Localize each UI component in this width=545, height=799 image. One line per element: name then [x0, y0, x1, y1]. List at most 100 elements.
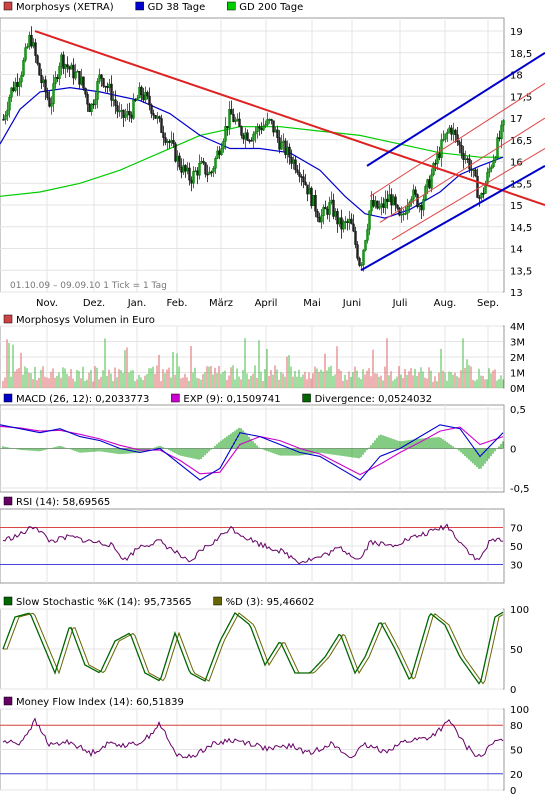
- rsi-ytick-0: 70: [510, 524, 523, 535]
- price-candle-body: [416, 194, 419, 208]
- price-candle-body: [26, 46, 29, 48]
- month-label-1: Dez.: [83, 298, 105, 309]
- macd-line: [0, 424, 504, 481]
- price-candle-body: [186, 167, 189, 172]
- price-candle-body: [386, 198, 389, 203]
- price-candle-body: [54, 77, 57, 84]
- price-candle-body: [412, 189, 415, 200]
- price-candle-body: [482, 193, 485, 195]
- price-candle-body: [356, 244, 359, 259]
- price-legend-swatch-1: [135, 1, 144, 11]
- stoch-d-line: [3, 612, 504, 685]
- mfi-ytick-2: 50: [510, 746, 523, 757]
- price-candle-body: [432, 163, 435, 175]
- macd-legend-label-0: MACD (26, 12): 0,2033773: [16, 394, 149, 405]
- price-candle-body: [174, 143, 177, 162]
- price-candle-body: [194, 170, 197, 172]
- price-candle-body: [262, 125, 265, 131]
- price-frame: [0, 17, 505, 293]
- price-candle-body: [276, 129, 279, 138]
- price-candle-body: [456, 134, 459, 143]
- price-candle-body: [344, 221, 347, 223]
- price-candle-body: [434, 163, 437, 165]
- price-candle-body: [426, 179, 429, 187]
- price-candle-body: [168, 141, 171, 143]
- price-candle-body: [44, 79, 47, 93]
- price-candle-body: [446, 131, 449, 134]
- volume-ytick-0: 4M: [510, 322, 525, 333]
- price-candle-body: [254, 131, 257, 135]
- trendline-1: [366, 51, 545, 167]
- price-candle-body: [308, 187, 311, 195]
- month-label-6: Mai: [303, 298, 321, 309]
- price-ytick-5: 16,5: [510, 136, 532, 147]
- price-candle-body: [212, 168, 215, 173]
- volume-ytick-2: 2M: [510, 353, 525, 364]
- macd-frame: [0, 404, 505, 493]
- price-candle-body: [302, 176, 305, 183]
- mfi-ytick-4: 0: [510, 786, 516, 797]
- price-candle-body: [64, 64, 67, 69]
- stoch-ytick-0: 100: [510, 605, 529, 616]
- price-candle-body: [352, 223, 355, 232]
- price-candle-body: [474, 169, 477, 177]
- rsi-legend-label-0: RSI (14): 58,69565: [16, 497, 110, 508]
- price-ytick-8: 15: [510, 201, 523, 212]
- price-candle-body: [374, 200, 377, 207]
- macd-ytick-1: 0: [510, 445, 516, 456]
- price-candle-body: [48, 97, 51, 107]
- price-candle-body: [138, 86, 141, 99]
- price-candle-body: [120, 109, 123, 112]
- price-candle-body: [296, 169, 299, 173]
- price-candle-body: [192, 171, 195, 184]
- price-candle-body: [306, 184, 309, 195]
- price-candle-body: [270, 119, 273, 121]
- price-candle-body: [154, 115, 157, 119]
- price-candle-body: [232, 114, 235, 122]
- price-candle-body: [256, 126, 259, 132]
- price-candle-body: [10, 87, 13, 98]
- price-candle-body: [450, 127, 453, 135]
- price-candle-body: [112, 99, 115, 101]
- price-candle-body: [182, 165, 185, 173]
- price-ytick-9: 14,5: [510, 223, 532, 234]
- price-candle-body: [172, 140, 175, 145]
- price-candle-body: [406, 206, 409, 214]
- price-candle-body: [218, 150, 221, 155]
- macd-legend-swatch-0: [3, 393, 13, 403]
- price-candle-body: [114, 99, 117, 106]
- price-candle-body: [414, 189, 417, 195]
- price-candle-body: [140, 86, 143, 96]
- price-candle-body: [328, 202, 331, 215]
- macd-legend-label-1: EXP (9): 0,1509741: [183, 394, 280, 405]
- volume-ytick-1: 3M: [510, 338, 525, 349]
- price-candle-body: [266, 119, 269, 125]
- price-candle-body: [280, 142, 283, 150]
- price-candle-body: [78, 71, 81, 85]
- price-candle-body: [396, 204, 399, 209]
- price-candle-body: [20, 75, 23, 83]
- price-candle-body: [398, 208, 401, 216]
- price-candle-body: [336, 211, 339, 225]
- price-candle-body: [342, 221, 345, 230]
- price-candle-body: [156, 116, 159, 119]
- price-candle-body: [98, 74, 101, 82]
- volume-legend-swatch-0: [3, 314, 13, 324]
- month-label-5: April: [255, 298, 278, 309]
- macd-exp-line: [0, 425, 504, 476]
- price-legend-label-0: Morphosys (XETRA): [16, 2, 114, 13]
- price-candle-body: [92, 103, 95, 106]
- price-candle-body: [88, 104, 91, 113]
- price-candle-body: [248, 140, 251, 142]
- price-legend-label-2: GD 200 Tage: [239, 2, 303, 13]
- price-candle-body: [458, 141, 461, 146]
- price-candle-body: [310, 187, 313, 207]
- price-candle-body: [466, 158, 469, 160]
- price-candle-body: [304, 181, 307, 186]
- price-candle-body: [436, 153, 439, 164]
- price-candle-body: [28, 34, 31, 47]
- price-candle-body: [152, 113, 155, 116]
- price-candle-body: [224, 126, 227, 142]
- price-candle-body: [4, 115, 7, 120]
- macd-ytick-2: -0,5: [510, 484, 530, 495]
